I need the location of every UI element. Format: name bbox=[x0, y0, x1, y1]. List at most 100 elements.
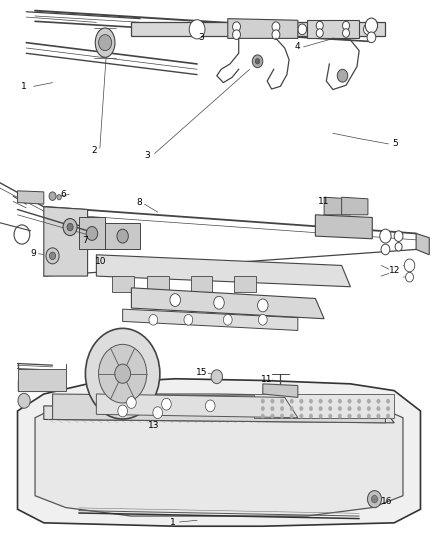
Polygon shape bbox=[307, 20, 359, 38]
Circle shape bbox=[63, 219, 77, 236]
Text: 13: 13 bbox=[148, 421, 160, 430]
Bar bbox=[254, 394, 394, 418]
Polygon shape bbox=[315, 215, 372, 239]
Circle shape bbox=[49, 192, 56, 200]
Circle shape bbox=[233, 22, 240, 31]
Circle shape bbox=[316, 21, 323, 30]
Text: 9: 9 bbox=[30, 249, 36, 258]
Circle shape bbox=[367, 407, 371, 411]
Circle shape bbox=[357, 399, 361, 403]
Polygon shape bbox=[416, 233, 429, 255]
Polygon shape bbox=[191, 276, 212, 292]
Circle shape bbox=[328, 414, 332, 418]
Polygon shape bbox=[96, 394, 298, 418]
Text: 11: 11 bbox=[318, 197, 329, 206]
Circle shape bbox=[189, 20, 205, 39]
Circle shape bbox=[214, 296, 224, 309]
Circle shape bbox=[309, 414, 313, 418]
Circle shape bbox=[367, 490, 381, 507]
Circle shape bbox=[290, 414, 293, 418]
Circle shape bbox=[395, 243, 402, 251]
Circle shape bbox=[290, 399, 293, 403]
Text: 6: 6 bbox=[60, 190, 67, 199]
Circle shape bbox=[86, 227, 98, 240]
Circle shape bbox=[371, 495, 378, 503]
Circle shape bbox=[377, 407, 380, 411]
Circle shape bbox=[394, 231, 403, 241]
Circle shape bbox=[319, 407, 322, 411]
Circle shape bbox=[184, 314, 193, 325]
Circle shape bbox=[223, 314, 232, 325]
Circle shape bbox=[348, 407, 351, 411]
Text: 16: 16 bbox=[381, 497, 392, 506]
Circle shape bbox=[404, 259, 415, 272]
Circle shape bbox=[162, 398, 171, 410]
Circle shape bbox=[343, 21, 350, 30]
Circle shape bbox=[57, 195, 61, 200]
Circle shape bbox=[271, 407, 274, 411]
Polygon shape bbox=[112, 276, 134, 292]
Text: 3: 3 bbox=[198, 33, 205, 42]
Text: 2: 2 bbox=[92, 146, 97, 155]
Text: 12: 12 bbox=[389, 266, 400, 275]
Polygon shape bbox=[53, 394, 385, 423]
Polygon shape bbox=[263, 384, 298, 398]
Circle shape bbox=[99, 35, 112, 51]
Text: 1: 1 bbox=[21, 82, 27, 91]
Circle shape bbox=[386, 407, 390, 411]
Polygon shape bbox=[18, 369, 66, 391]
Circle shape bbox=[46, 248, 59, 264]
Circle shape bbox=[149, 314, 158, 325]
Circle shape bbox=[338, 414, 342, 418]
Circle shape bbox=[280, 399, 284, 403]
Circle shape bbox=[364, 24, 372, 35]
Text: 3: 3 bbox=[144, 151, 150, 160]
Circle shape bbox=[337, 69, 348, 82]
Circle shape bbox=[367, 32, 376, 43]
Circle shape bbox=[18, 393, 30, 408]
Circle shape bbox=[357, 414, 361, 418]
Polygon shape bbox=[35, 394, 403, 516]
Circle shape bbox=[309, 399, 313, 403]
Circle shape bbox=[271, 414, 274, 418]
Circle shape bbox=[348, 399, 351, 403]
Polygon shape bbox=[131, 288, 324, 319]
Circle shape bbox=[261, 414, 265, 418]
Circle shape bbox=[117, 229, 128, 243]
Circle shape bbox=[300, 407, 303, 411]
Circle shape bbox=[153, 407, 162, 418]
Polygon shape bbox=[105, 223, 140, 249]
Text: 15: 15 bbox=[196, 368, 207, 377]
Circle shape bbox=[386, 414, 390, 418]
Circle shape bbox=[115, 364, 131, 383]
Polygon shape bbox=[234, 276, 256, 292]
Circle shape bbox=[258, 299, 268, 312]
Circle shape bbox=[255, 59, 260, 64]
Circle shape bbox=[316, 29, 323, 37]
Polygon shape bbox=[96, 255, 350, 287]
Circle shape bbox=[290, 407, 293, 411]
Circle shape bbox=[261, 399, 265, 403]
Circle shape bbox=[118, 405, 127, 417]
Text: 5: 5 bbox=[392, 140, 398, 148]
Circle shape bbox=[377, 399, 380, 403]
Circle shape bbox=[367, 399, 371, 403]
Circle shape bbox=[333, 24, 342, 35]
Polygon shape bbox=[147, 276, 169, 292]
Circle shape bbox=[365, 18, 378, 33]
Circle shape bbox=[328, 399, 332, 403]
Polygon shape bbox=[44, 406, 394, 423]
Circle shape bbox=[205, 400, 215, 411]
Circle shape bbox=[211, 370, 223, 384]
Circle shape bbox=[328, 407, 332, 411]
Polygon shape bbox=[342, 197, 368, 215]
Circle shape bbox=[170, 294, 180, 306]
Circle shape bbox=[99, 344, 147, 403]
Circle shape bbox=[406, 272, 413, 282]
Circle shape bbox=[348, 414, 351, 418]
Polygon shape bbox=[228, 19, 298, 38]
Polygon shape bbox=[131, 22, 385, 36]
Circle shape bbox=[280, 407, 284, 411]
Circle shape bbox=[280, 414, 284, 418]
Circle shape bbox=[377, 414, 380, 418]
